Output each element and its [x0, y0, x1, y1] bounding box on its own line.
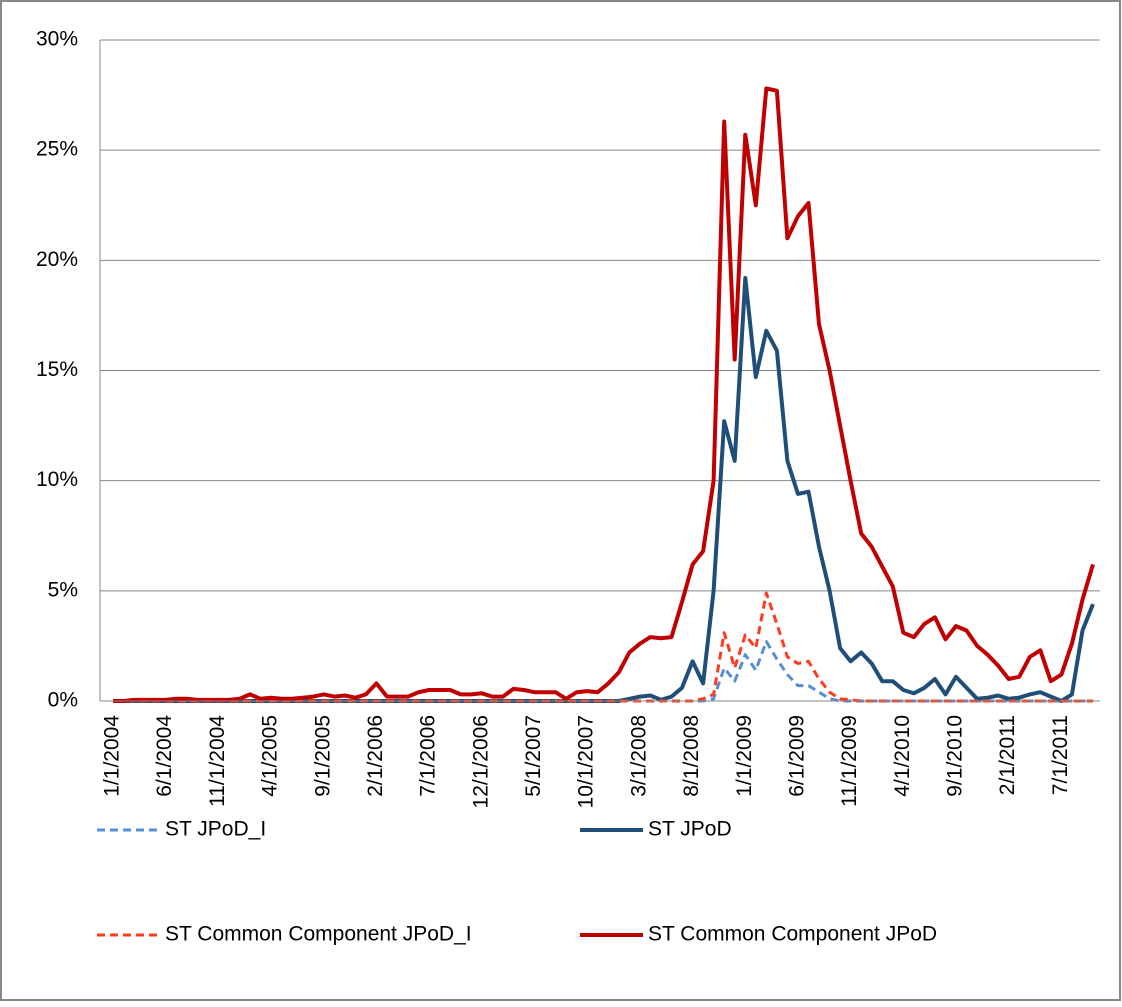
- y-tick-label: 10%: [36, 468, 78, 491]
- x-tick-label: 9/1/2010: [944, 715, 967, 797]
- x-tick-label: 7/1/2011: [1049, 715, 1072, 795]
- y-tick-label: 20%: [36, 248, 78, 271]
- x-tick-label: 6/1/2004: [153, 715, 176, 797]
- x-tick-label: 2/1/2011: [996, 715, 1019, 795]
- legend-label: ST Common Component JPoD: [648, 923, 937, 946]
- y-tick-label: 15%: [36, 358, 78, 381]
- x-tick-label: 5/1/2007: [522, 715, 545, 797]
- x-tick-label: 1/1/2004: [101, 715, 124, 797]
- legend-label: ST JPoD: [648, 818, 732, 841]
- y-tick-label: 25%: [36, 138, 78, 161]
- x-tick-label: 9/1/2005: [311, 715, 334, 797]
- x-tick-label: 4/1/2005: [259, 715, 282, 797]
- series-line: [113, 86, 1095, 703]
- x-tick-label: 7/1/2006: [417, 715, 440, 797]
- x-tick-label: 6/1/2009: [785, 715, 808, 797]
- legend-label: ST Common Component JPoD_I: [165, 923, 472, 946]
- x-tick-label: 10/1/2007: [575, 715, 598, 808]
- y-tick-label: 5%: [48, 578, 78, 601]
- x-tick-label: 11/1/2009: [838, 715, 861, 807]
- y-tick-label: 30%: [36, 28, 78, 51]
- y-tick-label: 0%: [48, 689, 78, 712]
- x-tick-label: 11/1/2004: [206, 715, 229, 807]
- x-tick-label: 2/1/2006: [364, 715, 387, 797]
- x-tick-label: 1/1/2009: [733, 715, 756, 797]
- x-tick-label: 3/1/2008: [627, 715, 650, 797]
- x-tick-label: 12/1/2006: [469, 715, 492, 808]
- legend-label: ST JPoD_I: [165, 818, 266, 841]
- x-tick-label: 8/1/2008: [680, 715, 703, 797]
- x-tick-label: 4/1/2010: [891, 715, 914, 797]
